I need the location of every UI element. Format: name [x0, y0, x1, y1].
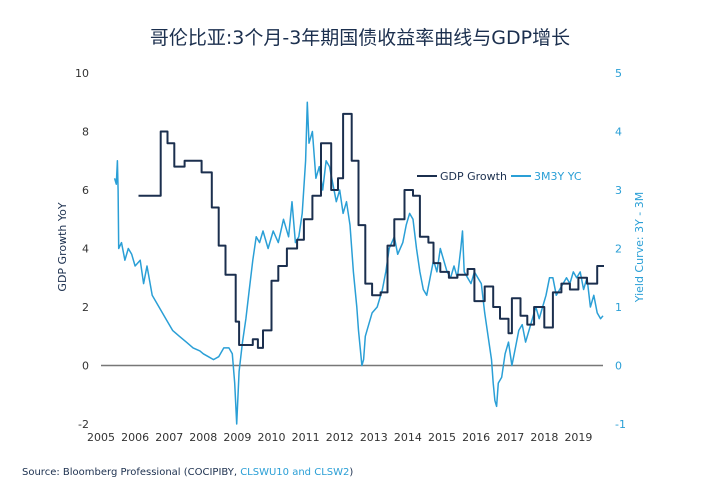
x-tick: 2016	[462, 431, 490, 444]
source-prefix: Source: Bloomberg Professional (COCIPIBY…	[22, 467, 241, 478]
y-tick-right: -1	[615, 418, 626, 431]
y-tick-left: -2	[78, 418, 89, 431]
y-tick-right: 0	[615, 360, 622, 373]
yield-curve-line	[113, 101, 604, 425]
y-tick-right: 1	[615, 301, 622, 314]
x-tick: 2012	[326, 431, 354, 444]
x-tick: 2009	[223, 431, 251, 444]
left-axis-ticks: -2 0 2 4 6 8 10	[75, 67, 89, 431]
legend-yc-label: 3M3Y YC	[534, 170, 582, 183]
x-tick: 2014	[394, 431, 422, 444]
y-axis-label-left: GDP Growth YoY	[56, 202, 69, 291]
gdp-growth-line	[138, 112, 604, 349]
source-note: Source: Bloomberg Professional (COCIPIBY…	[22, 467, 353, 478]
x-tick: 2010	[258, 431, 286, 444]
gdp-growth-series	[138, 112, 604, 349]
y-tick-left: 8	[82, 126, 89, 139]
x-tick: 2005	[87, 431, 115, 444]
source-highlight: CLSWU10 and CLSW2	[240, 467, 350, 478]
x-tick: 2006	[121, 431, 149, 444]
y-tick-right: 4	[615, 126, 622, 139]
source-suffix: )	[349, 467, 354, 478]
x-tick: 2011	[292, 431, 320, 444]
x-axis-ticks: 2005 2006 2007 2008 2009 2010 2011 2012 2013 2014…	[87, 431, 592, 444]
right-axis-ticks: -1 0 1 2 3 4 5	[615, 67, 626, 431]
legend: GDP Growth 3M3Y YC	[417, 170, 582, 183]
x-tick: 2019	[564, 431, 592, 444]
x-tick: 2013	[360, 431, 388, 444]
y-tick-left: 10	[75, 67, 89, 80]
x-tick: 2015	[428, 431, 456, 444]
y-tick-right: 3	[615, 184, 622, 197]
y-tick-left: 2	[82, 301, 89, 314]
y-axis-label-right: Yield Curve: 3Y - 3M	[633, 192, 646, 304]
y-tick-right: 5	[615, 67, 622, 80]
chart-title: 哥伦比亚:3个月-3年期国债收益率曲线与GDP增长	[150, 27, 570, 49]
x-tick: 2008	[189, 431, 217, 444]
yield-curve-series	[113, 101, 604, 425]
y-tick-left: 0	[82, 360, 89, 373]
y-tick-right: 2	[615, 243, 622, 256]
x-tick: 2017	[496, 431, 524, 444]
legend-gdp-label: GDP Growth	[440, 170, 507, 183]
y-tick-left: 4	[82, 243, 89, 256]
y-tick-left: 6	[82, 184, 89, 197]
x-tick: 2018	[530, 431, 558, 444]
x-tick: 2007	[155, 431, 183, 444]
